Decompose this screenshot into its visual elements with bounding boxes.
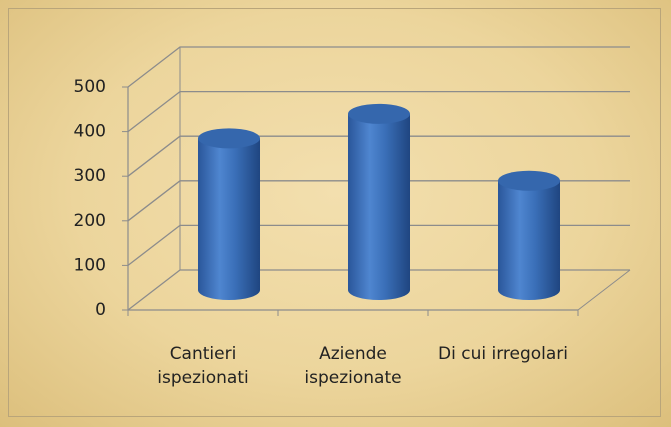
y-tick-label: 0 (95, 300, 106, 320)
grid-line (127, 269, 630, 311)
grid-line (127, 46, 630, 88)
y-tick-label: 200 (74, 211, 106, 231)
frame (8, 8, 661, 417)
grid-line (127, 90, 630, 133)
grid-line (127, 224, 630, 266)
y-tick-label: 400 (74, 122, 106, 142)
bar (498, 170, 560, 300)
x-tick-label: Aziende ispezionate (304, 344, 402, 388)
floor-edge (577, 269, 631, 311)
grid-line (127, 180, 630, 222)
bar (348, 103, 410, 300)
bar (198, 128, 260, 300)
y-tick-label: 100 (74, 255, 106, 275)
x-tick-label: Cantieri ispezionati (157, 344, 249, 388)
grid-line (127, 135, 630, 177)
y-tick-label: 300 (74, 166, 106, 186)
x-tick-label: Di cui irregolari (438, 344, 568, 364)
y-tick-label: 500 (74, 77, 106, 97)
